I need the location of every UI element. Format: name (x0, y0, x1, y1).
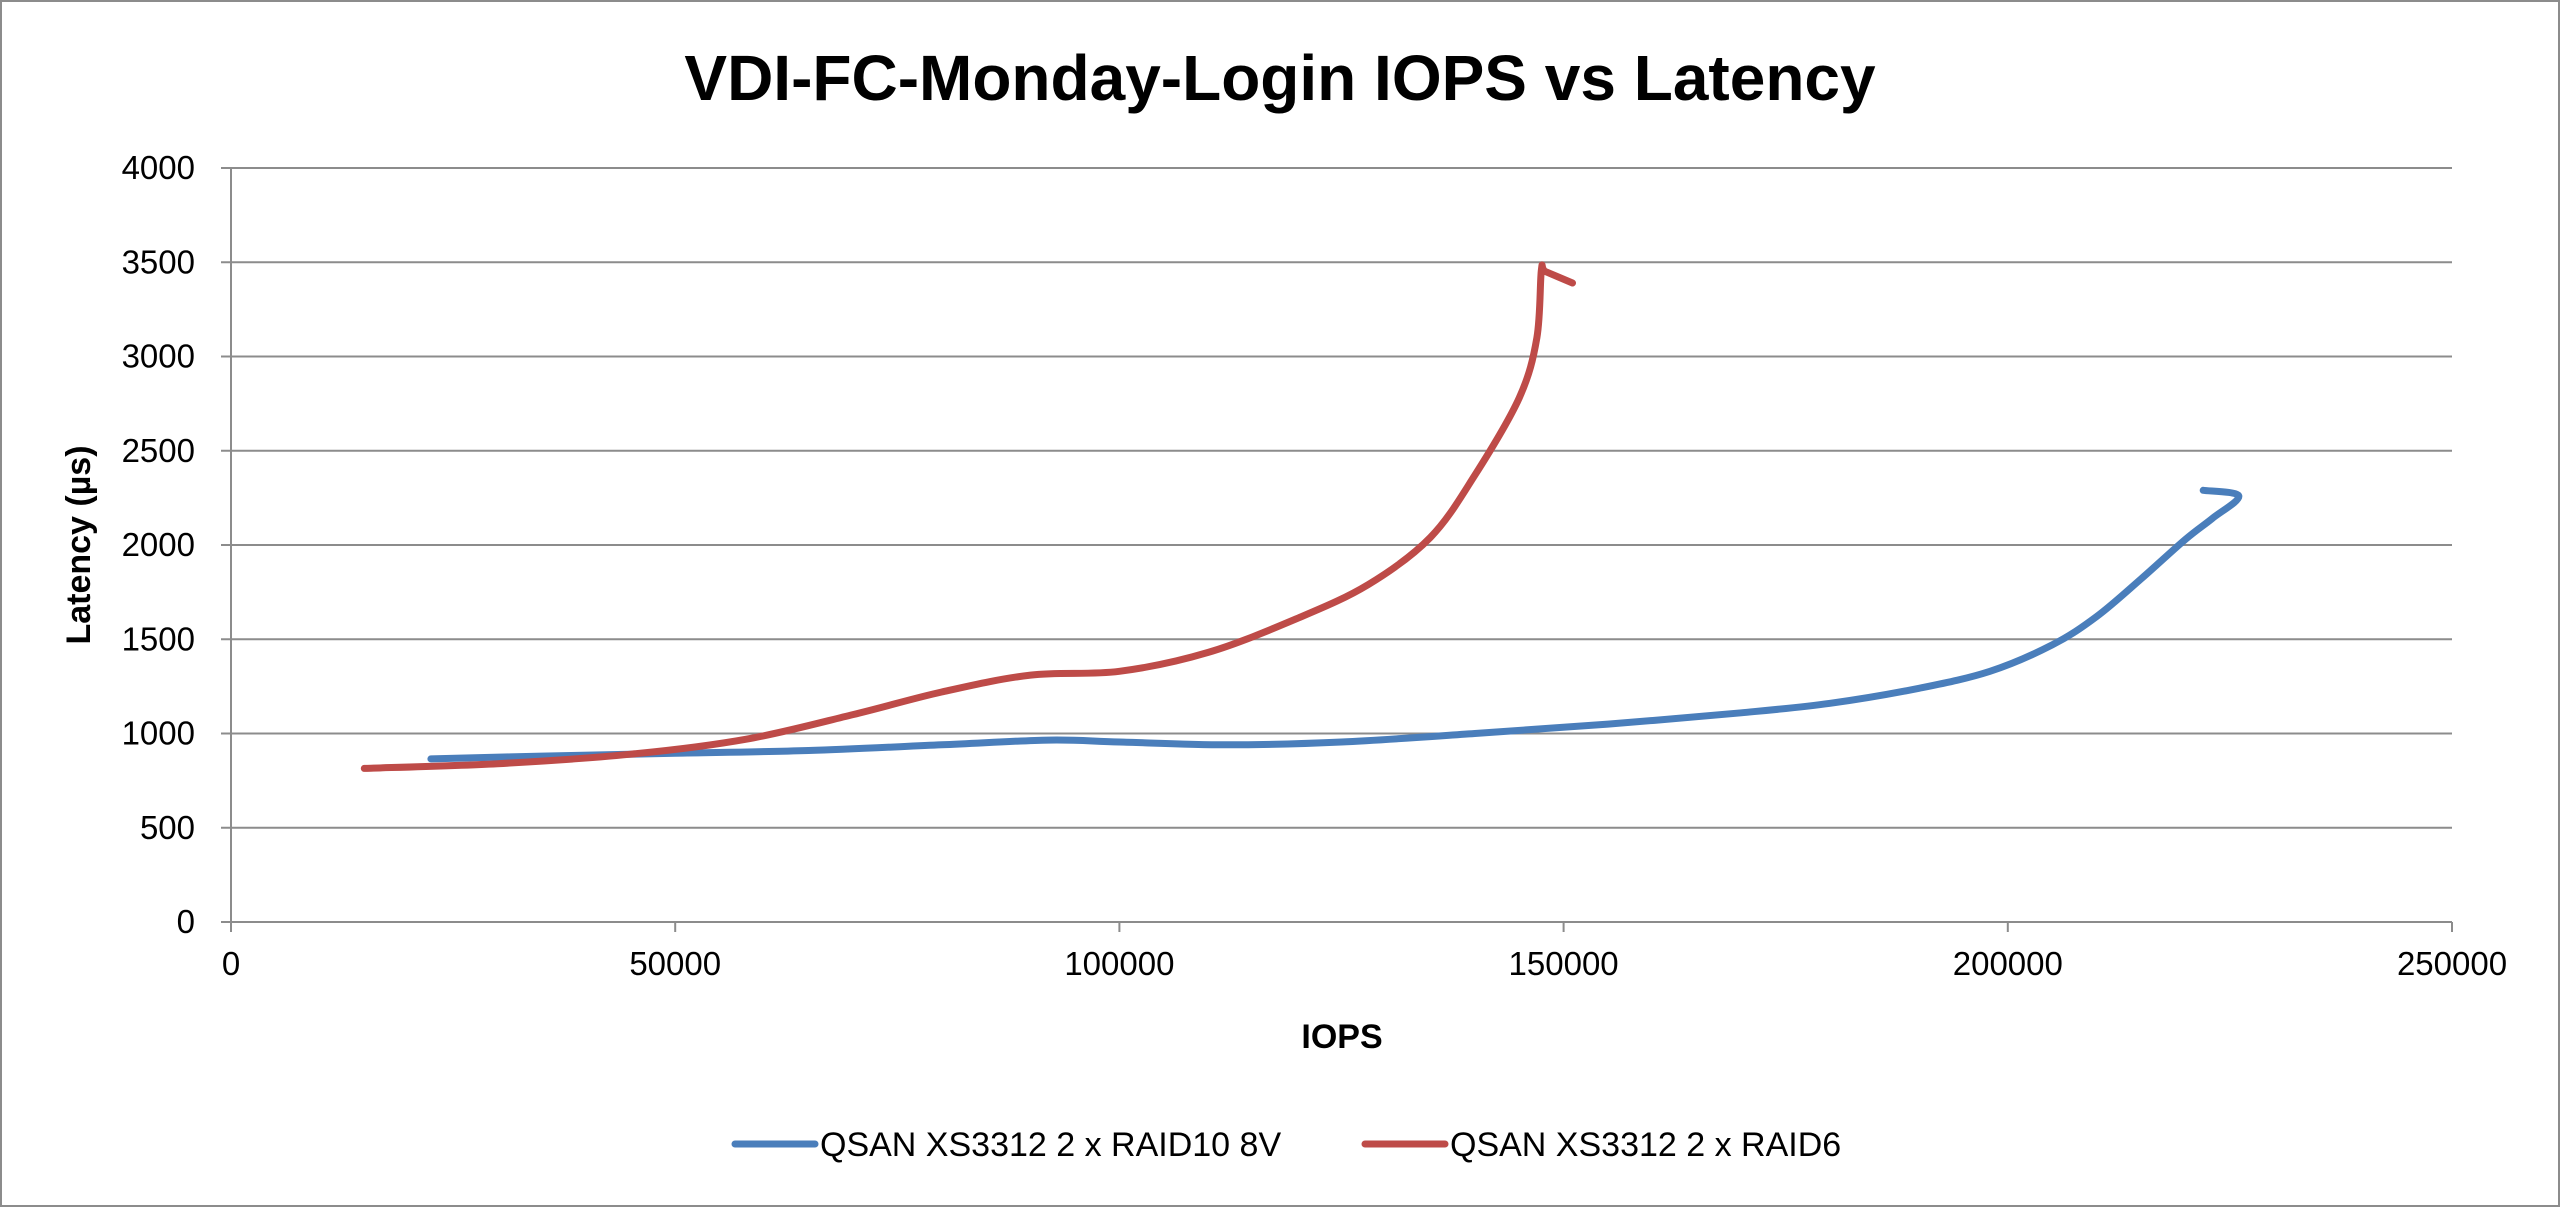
x-tick-label: 250000 (2397, 945, 2507, 982)
y-tick-label: 3500 (122, 243, 195, 280)
y-tick-label: 0 (177, 903, 195, 940)
x-tick-label: 50000 (629, 945, 721, 982)
y-tick-label: 500 (140, 809, 195, 846)
y-tick-label: 1500 (122, 620, 195, 657)
series-line-raid6 (360, 261, 1576, 772)
y-tick-label: 1000 (122, 715, 195, 752)
y-tick-label: 3000 (122, 338, 195, 375)
x-tick-label: 150000 (1509, 945, 1619, 982)
x-axis-title: IOPS (1301, 1018, 1382, 1056)
series-line-raid10 (427, 486, 2243, 763)
x-tick-label: 100000 (1064, 945, 1174, 982)
series-lines (360, 261, 2243, 772)
y-tick-label: 2500 (122, 432, 195, 469)
y-tick-label: 2000 (122, 526, 195, 563)
y-tick-labels: 0 500 1000 1500 2000 2500 3000 3500 4000 (122, 149, 195, 940)
legend-label-raid10: QSAN XS3312 2 x RAID10 8V (820, 1126, 1281, 1164)
x-tick-label: 0 (222, 945, 240, 982)
legend-label-raid6: QSAN XS3312 2 x RAID6 (1450, 1126, 1841, 1164)
x-tick-label: 200000 (1953, 945, 2063, 982)
y-axis-title: Latency (µs) (60, 445, 98, 644)
legend: QSAN XS3312 2 x RAID10 8V QSAN XS3312 2 … (731, 1126, 1841, 1164)
gridlines (221, 167, 2452, 923)
x-tick-labels: 0 50000 100000 150000 200000 250000 (222, 945, 2507, 982)
y-tick-label: 4000 (122, 149, 195, 186)
chart-title: VDI-FC-Monday-Login IOPS vs Latency (684, 42, 1876, 114)
axes (230, 168, 2453, 932)
